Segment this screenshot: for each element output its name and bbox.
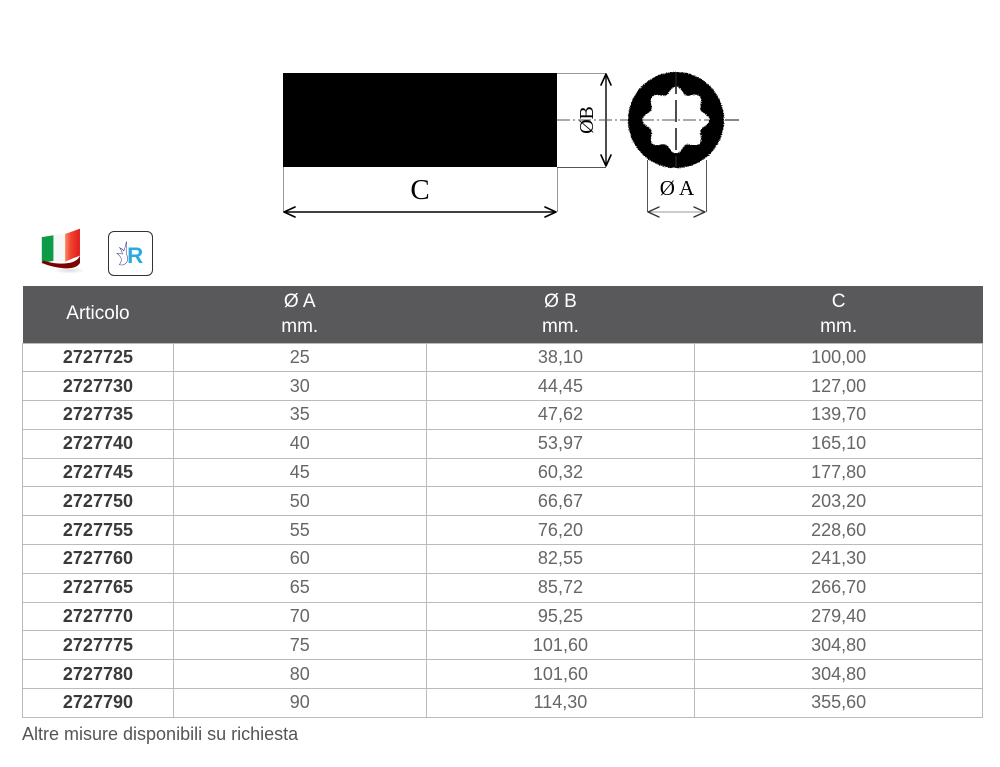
svg-text:R: R [127, 243, 143, 268]
